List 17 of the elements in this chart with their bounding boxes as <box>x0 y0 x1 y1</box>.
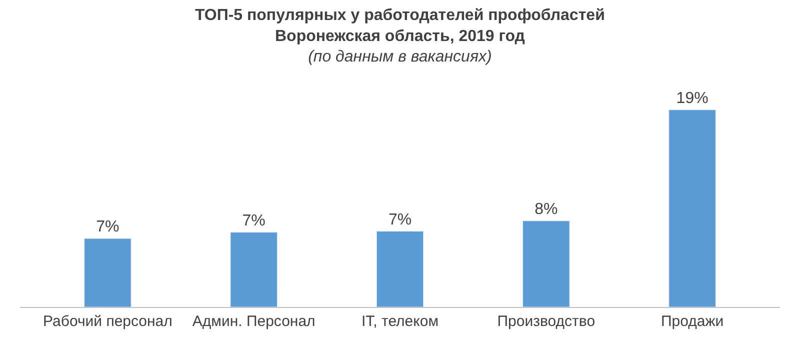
bar <box>84 238 132 307</box>
x-tick-label: Производство <box>497 313 596 330</box>
data-label: 7% <box>96 218 120 236</box>
x-tick-label: Рабочий персонал <box>42 313 172 330</box>
x-tick-label: IT, телеком <box>361 313 439 330</box>
bar <box>522 220 570 307</box>
x-tick-label: Админ. Персонал <box>192 313 316 330</box>
x-tick-label: Продажи <box>660 313 724 330</box>
bar <box>668 110 716 307</box>
chart-subtitle: (по данным в вакансиях) <box>308 48 492 66</box>
chart-title: ТОП-5 популярных у работодателей профобластей Воронежская область, 2019 год <box>195 7 605 45</box>
data-label: 7% <box>242 212 266 230</box>
data-label: 7% <box>388 211 412 228</box>
data-label: 19% <box>676 90 708 107</box>
bar <box>376 231 424 307</box>
data-label: 8% <box>534 200 558 218</box>
bar <box>230 232 278 307</box>
